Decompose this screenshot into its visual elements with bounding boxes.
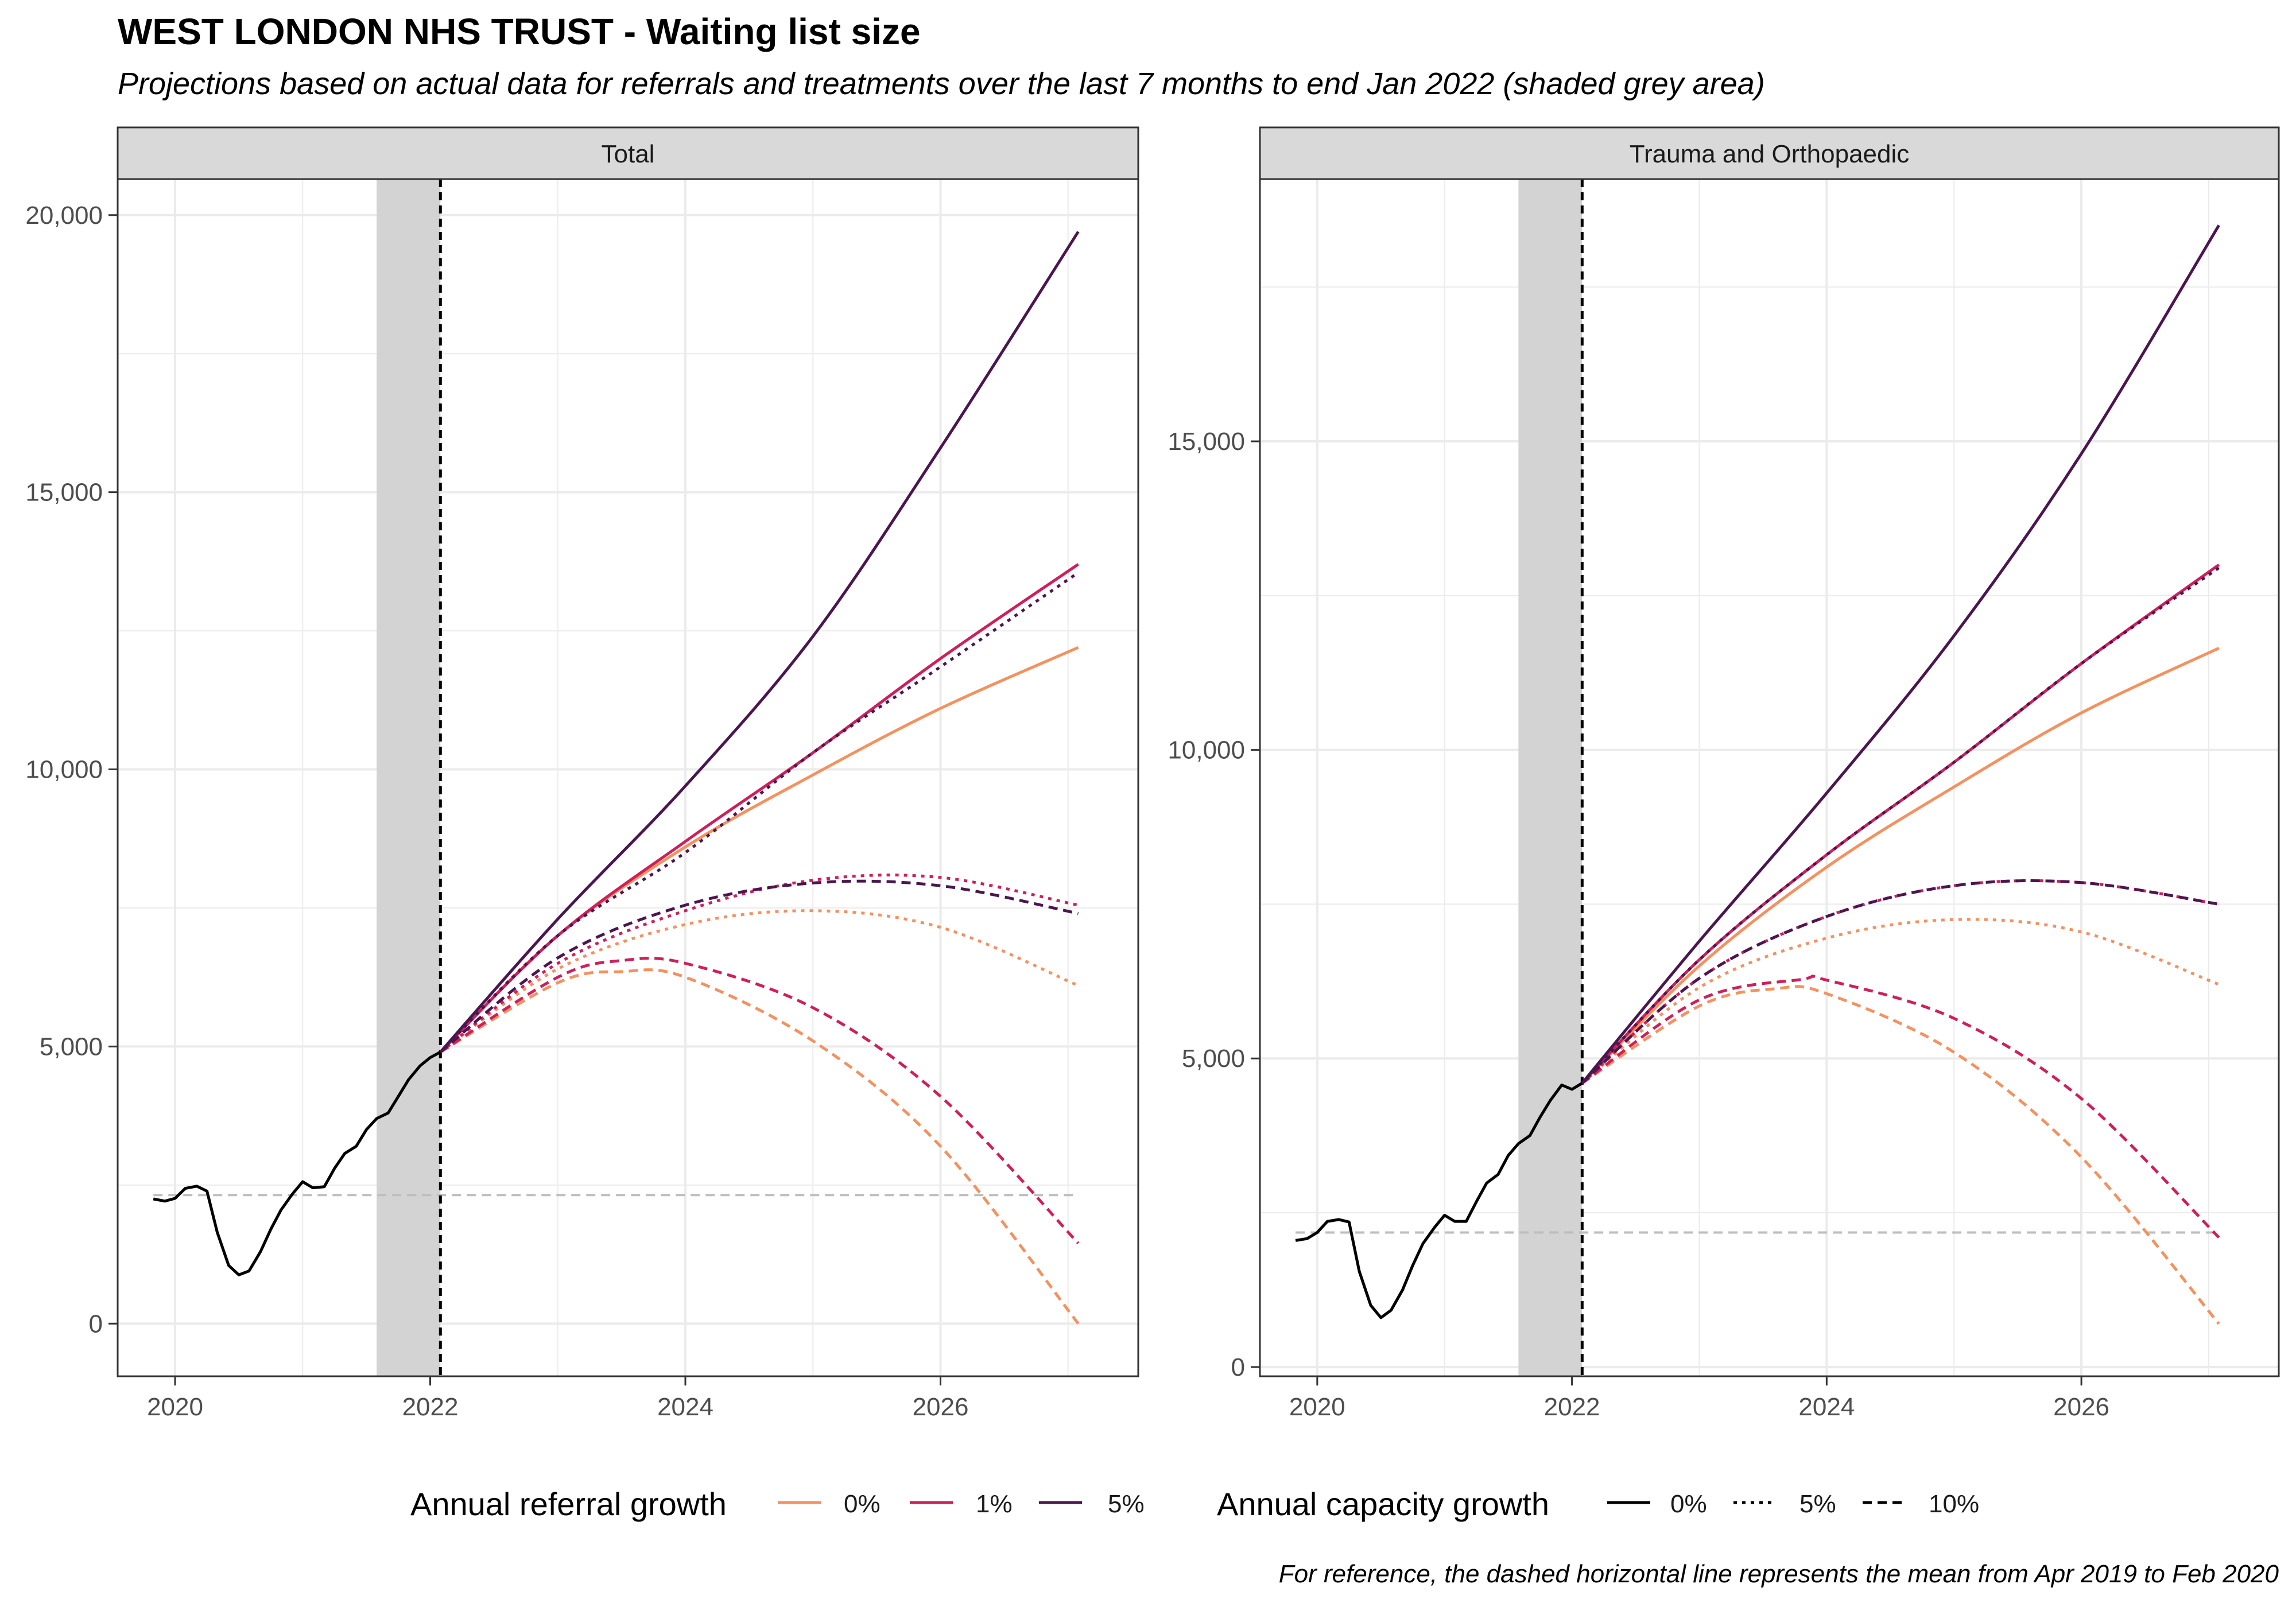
shaded-period [377, 179, 441, 1376]
legend-referral-title: Annual referral growth [410, 1486, 727, 1522]
shaded-period [1518, 179, 1583, 1376]
legend: Annual referral growth 0% 1% 5% Annual c… [410, 1486, 1979, 1522]
series-line-referral-5-capacity-0 [439, 231, 1080, 1053]
y-tick-label: 15,000 [25, 479, 103, 507]
panel-total: Total 2020 2022 2024 2026 0 5,000 10,000 15,000 2… [25, 126, 1139, 1421]
y-tick-label: 15,000 [1168, 428, 1245, 456]
series-line-referral-0-capacity-10 [440, 968, 1080, 1325]
panel-background [118, 179, 1138, 1376]
actual-data-line [1295, 1082, 1583, 1319]
legend-label-referral-1: 1% [976, 1490, 1013, 1518]
y-tick-label: 5,000 [1182, 1045, 1245, 1073]
series-line-referral-5-capacity-5 [1581, 566, 2220, 1085]
y-tick-label: 10,000 [1168, 736, 1245, 764]
x-tick-label: 2022 [1544, 1393, 1600, 1421]
x-tick-label: 2020 [1289, 1393, 1345, 1421]
facet-strip [1259, 126, 2280, 180]
y-tick-label: 0 [89, 1310, 103, 1338]
facet-strip [117, 126, 1139, 180]
series-line-referral-0-capacity-10 [1581, 985, 2220, 1325]
facet-strip-label: Trauma and Orthopaedic [1630, 140, 1910, 168]
legend-label-capacity-0: 0% [1670, 1490, 1707, 1518]
legend-label-capacity-10: 10% [1929, 1490, 1979, 1518]
chart-title: WEST LONDON NHS TRUST - Waiting list siz… [118, 11, 921, 52]
x-tick-label: 2026 [2053, 1393, 2109, 1421]
facet-strip-label: Total [602, 140, 655, 168]
legend-label-capacity-5: 5% [1799, 1490, 1836, 1518]
actual-data-line [153, 1050, 441, 1276]
series-line-referral-5-capacity-0 [1581, 224, 2220, 1084]
legend-label-referral-5: 5% [1108, 1490, 1145, 1518]
legend-label-referral-0: 0% [844, 1490, 881, 1518]
y-tick-label: 0 [1231, 1353, 1245, 1381]
series-line-referral-5-capacity-10 [439, 879, 1079, 1053]
y-tick-label: 20,000 [25, 201, 103, 230]
x-tick-label: 2024 [657, 1393, 713, 1421]
x-tick-label: 2022 [402, 1393, 459, 1421]
panel-trauma-orthopaedic: Trauma and Orthopaedic 2020 2022 2024 2026 0 5… [1168, 126, 2280, 1421]
series-line-referral-1-capacity-5 [439, 874, 1079, 1053]
x-tick-label: 2024 [1798, 1393, 1855, 1421]
y-tick-label: 5,000 [40, 1032, 103, 1061]
series-line-referral-0-capacity-0 [1581, 646, 2220, 1085]
series-line-referral-5-capacity-10 [1581, 879, 2220, 1085]
legend-capacity-title: Annual capacity growth [1217, 1486, 1549, 1522]
caption-note: For reference, the dashed horizontal lin… [1278, 1560, 2279, 1588]
x-tick-label: 2026 [913, 1393, 969, 1421]
x-tick-label: 2020 [147, 1393, 203, 1421]
series-line-referral-1-capacity-0 [439, 563, 1079, 1053]
series-line-referral-1-capacity-10 [439, 957, 1080, 1244]
chart-subtitle: Projections based on actual data for ref… [118, 67, 1765, 101]
series-line-referral-1-capacity-10 [1581, 975, 2220, 1239]
series-line-referral-0-capacity-5 [1581, 918, 2220, 1085]
panel-background [1260, 179, 2279, 1376]
y-tick-label: 10,000 [25, 756, 103, 784]
